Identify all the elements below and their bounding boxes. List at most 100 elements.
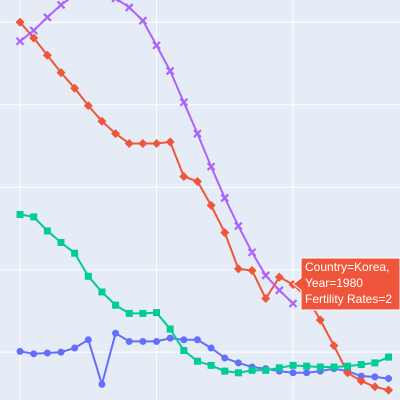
marker [315, 315, 325, 325]
marker [221, 367, 229, 375]
marker [166, 334, 174, 342]
marker [139, 309, 147, 317]
marker [84, 336, 92, 344]
marker [275, 286, 284, 295]
marker [57, 348, 65, 356]
marker [165, 137, 175, 147]
marker [30, 213, 38, 221]
marker [221, 354, 229, 362]
tooltip-line: Fertility Rates=2 [305, 292, 392, 306]
marker [124, 3, 134, 12]
marker [275, 364, 283, 372]
marker [125, 337, 133, 345]
lines [15, 0, 394, 395]
marker [234, 359, 242, 367]
tooltip-box [292, 257, 400, 311]
marker [166, 325, 174, 333]
marker [56, 0, 66, 10]
marker [112, 301, 120, 309]
marker [152, 41, 161, 50]
marker [206, 162, 216, 171]
marker [384, 385, 394, 395]
marker [233, 264, 243, 274]
marker [56, 68, 66, 78]
marker [220, 193, 230, 203]
marker [220, 228, 230, 238]
marker [153, 337, 161, 345]
marker [234, 221, 243, 231]
marker [193, 129, 202, 138]
marker [15, 17, 25, 27]
tooltip-line: Country=Korea, [305, 260, 389, 274]
marker [112, 329, 120, 337]
marker [385, 353, 393, 361]
marker [43, 349, 51, 357]
marker [124, 139, 134, 149]
marker [343, 368, 353, 378]
marker [261, 294, 271, 304]
marker [125, 309, 133, 317]
marker [71, 249, 79, 257]
marker [139, 337, 147, 345]
marker [274, 272, 284, 282]
marker [207, 361, 215, 369]
marker [70, 83, 80, 93]
marker [15, 36, 25, 46]
marker [356, 376, 366, 386]
marker [97, 116, 107, 126]
marker [357, 372, 365, 380]
marker [247, 266, 257, 276]
marker [57, 238, 65, 246]
marker [83, 101, 93, 111]
marker [303, 362, 311, 370]
marker [289, 369, 297, 377]
marker [289, 361, 297, 369]
marker [371, 373, 379, 381]
marker [179, 97, 189, 107]
marker [329, 341, 339, 351]
marker [288, 299, 298, 308]
marker [29, 33, 39, 43]
marker [357, 361, 365, 369]
marker [98, 288, 106, 296]
marker [16, 347, 24, 355]
marker [371, 359, 379, 367]
tooltip-line: Year=1980 [305, 276, 363, 290]
marker [138, 139, 148, 149]
marker [247, 248, 257, 257]
series-line [19, 213, 389, 374]
marker [153, 309, 161, 317]
marker [385, 375, 393, 383]
marker [180, 347, 188, 355]
series-line [19, 331, 389, 388]
marker [370, 382, 380, 392]
marker [303, 369, 311, 377]
marker [98, 380, 106, 388]
marker [29, 26, 38, 35]
marker [262, 366, 270, 374]
marker [180, 336, 188, 344]
marker [316, 363, 324, 371]
marker [111, 129, 121, 139]
marker [192, 176, 202, 186]
tooltip: Country=Korea, Year=1980 Fertility Rates… [292, 257, 400, 311]
marker [234, 369, 242, 377]
marker [43, 13, 52, 22]
marker [111, 0, 120, 3]
marker [193, 357, 201, 365]
marker [152, 139, 162, 149]
marker [248, 366, 256, 374]
series-line [19, 21, 389, 392]
marker [344, 362, 352, 370]
marker [206, 200, 216, 210]
marker [16, 210, 24, 218]
marker [42, 50, 52, 60]
marker [179, 171, 189, 181]
marker [165, 66, 175, 76]
marker [261, 271, 270, 280]
marker [138, 16, 148, 25]
marker [84, 272, 92, 280]
marker [330, 363, 338, 371]
